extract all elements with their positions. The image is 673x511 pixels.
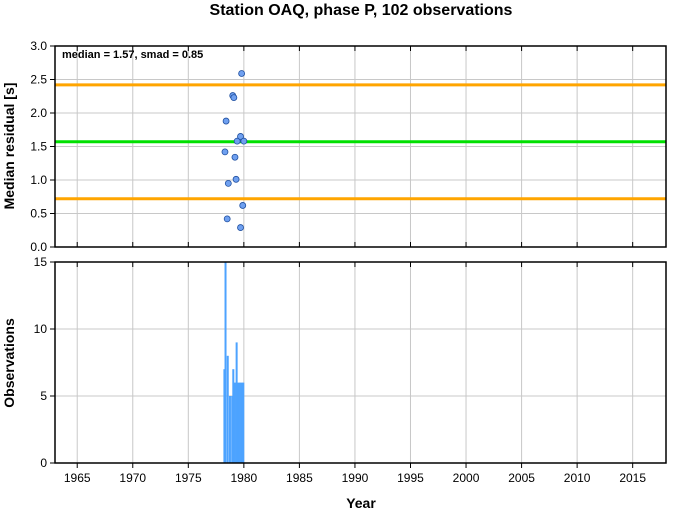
y-tick-label: 2.0	[30, 106, 47, 120]
residual-point	[231, 153, 239, 161]
residual-point	[239, 202, 247, 209]
y-tick-label: 1.5	[30, 140, 47, 154]
residual-point	[238, 70, 246, 77]
observations-x-ticks: 1965 1970 1975 1980 1985 1990 1995 2000 2005 2010…	[64, 262, 646, 485]
y-tick-label: 1.0	[30, 173, 47, 187]
observation-bar	[238, 382, 241, 463]
residual-point	[222, 117, 230, 125]
observations-bars	[223, 262, 245, 463]
observation-bar	[232, 369, 235, 463]
observations-grid	[55, 261, 666, 464]
residual-point	[230, 94, 238, 101]
x-tick-label: 1995	[397, 471, 424, 485]
residual-reference-lines	[55, 83, 666, 201]
observation-bar	[233, 382, 236, 463]
x-tick-label: 2010	[564, 471, 591, 485]
observation-bar	[240, 382, 243, 463]
observations-y-ticks: 0 5 10 15	[34, 255, 55, 470]
observation-bar	[235, 342, 238, 463]
y-tick-label: 10	[34, 322, 48, 336]
observation-bar	[242, 382, 245, 463]
residual-point	[237, 224, 244, 231]
y-tick-label: 0.5	[30, 207, 47, 221]
residual-point	[232, 175, 240, 183]
observations-plot-frame	[54, 261, 667, 464]
residual-grid	[55, 45, 666, 248]
y-tick-label: 5	[40, 389, 47, 403]
residual-point	[221, 148, 229, 156]
observations-y-axis-label: Observations	[1, 318, 17, 408]
observation-bar	[223, 369, 226, 463]
residual-y-ticks: 0.0 0.5 1.0 1.5 2.0 2.5 3.0	[30, 39, 55, 254]
year-x-axis-label: Year	[346, 495, 376, 511]
x-tick-label: 1990	[342, 471, 369, 485]
x-tick-label: 1975	[175, 471, 202, 485]
residual-point	[223, 215, 231, 223]
x-tick-label: 2015	[619, 471, 646, 485]
residual-point	[237, 133, 244, 140]
stats-annotation: median = 1.57, smad = 0.85	[62, 49, 203, 61]
observation-bar	[231, 396, 234, 463]
observation-bar	[224, 262, 227, 463]
x-tick-label: 2005	[508, 471, 535, 485]
y-tick-label: 0	[40, 456, 47, 470]
y-tick-label: 2.5	[30, 73, 47, 87]
y-tick-label: 0.0	[30, 240, 47, 254]
residual-panel: 0.0 0.5 1.0 1.5 2.0 2.5 3.0 median = 1.57, sma…	[1, 39, 667, 254]
residual-point	[224, 179, 232, 187]
y-tick-label: 3.0	[30, 39, 47, 53]
chart-title: Station OAQ, phase P, 102 observations	[210, 2, 513, 19]
y-tick-label: 15	[34, 255, 48, 269]
residual-x-ticks	[76, 46, 634, 247]
x-tick-label: 2000	[453, 471, 480, 485]
x-tick-label: 1965	[64, 471, 91, 485]
residual-y-axis-label: Median residual [s]	[1, 83, 17, 210]
observations-panel: 0 5 10 15 1965 1970 1975 1980 1985 1990 1995 2000 2…	[1, 255, 667, 511]
residual-point	[233, 137, 241, 145]
x-tick-label: 1980	[231, 471, 258, 485]
x-tick-label: 1970	[119, 471, 146, 485]
observation-bar	[228, 396, 231, 463]
x-tick-label: 1985	[286, 471, 313, 485]
residual-point	[240, 137, 248, 145]
observation-bar	[226, 355, 229, 463]
residual-points	[221, 70, 248, 231]
observation-bar	[237, 382, 240, 463]
